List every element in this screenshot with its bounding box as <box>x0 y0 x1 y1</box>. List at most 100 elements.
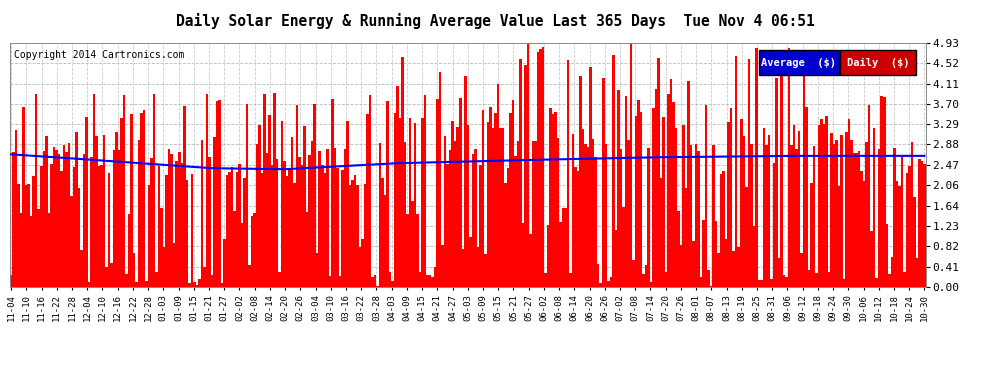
Bar <box>780 53 783 287</box>
Bar <box>348 185 351 287</box>
Bar <box>702 220 705 287</box>
Bar <box>414 123 417 287</box>
Bar <box>622 207 625 287</box>
Bar <box>389 272 391 287</box>
Bar <box>574 167 577 287</box>
Bar <box>464 76 466 287</box>
Bar <box>747 59 750 287</box>
Bar <box>223 239 226 287</box>
Bar <box>321 165 324 287</box>
Bar <box>718 253 720 287</box>
Bar <box>494 113 497 287</box>
Bar <box>466 125 469 287</box>
Bar <box>244 178 246 287</box>
Bar <box>785 277 788 287</box>
Bar <box>183 106 185 287</box>
Bar <box>13 152 15 287</box>
Bar <box>697 151 700 287</box>
Bar <box>150 158 152 287</box>
Bar <box>319 151 321 287</box>
Bar <box>48 213 50 287</box>
Bar <box>517 141 519 287</box>
Bar <box>818 125 821 287</box>
Bar <box>805 108 808 287</box>
Bar <box>632 260 635 287</box>
Bar <box>559 222 562 287</box>
Bar <box>351 180 353 287</box>
Bar <box>346 121 348 287</box>
Bar <box>273 93 276 287</box>
Bar <box>638 100 640 287</box>
Bar <box>733 251 735 287</box>
Bar <box>368 95 371 287</box>
Bar <box>427 275 429 287</box>
Bar <box>489 106 492 287</box>
Bar <box>65 152 67 287</box>
Bar <box>316 253 319 287</box>
Bar <box>283 161 286 287</box>
Bar <box>444 136 446 287</box>
Bar <box>760 280 762 287</box>
Bar <box>530 234 532 287</box>
Bar <box>293 183 296 287</box>
Bar <box>211 274 213 287</box>
Bar <box>921 161 923 287</box>
Bar <box>381 178 384 287</box>
Bar <box>406 214 409 287</box>
Bar <box>525 65 527 287</box>
Bar <box>873 128 875 287</box>
Bar <box>62 145 65 287</box>
Bar <box>841 135 842 287</box>
Bar <box>602 78 605 287</box>
Bar <box>662 117 664 287</box>
Bar <box>248 266 250 287</box>
Bar <box>198 279 201 287</box>
Bar <box>813 146 815 287</box>
Bar <box>268 115 271 287</box>
Bar <box>168 148 170 287</box>
Bar <box>680 245 682 287</box>
Bar <box>419 273 422 287</box>
Bar <box>644 265 647 287</box>
Bar <box>923 164 926 287</box>
Bar <box>216 101 218 287</box>
Text: Daily  ($): Daily ($) <box>846 58 909 68</box>
Bar <box>265 153 268 287</box>
Bar <box>481 110 484 287</box>
Bar <box>90 157 93 287</box>
Bar <box>790 145 793 287</box>
Bar <box>898 186 901 287</box>
Bar <box>880 96 883 287</box>
Bar <box>60 171 62 287</box>
Bar <box>752 226 755 287</box>
Bar <box>594 157 597 287</box>
Bar <box>55 150 57 287</box>
Bar <box>30 216 33 287</box>
Bar <box>136 282 138 287</box>
Bar <box>446 164 448 287</box>
Bar <box>893 148 896 287</box>
Bar <box>913 196 916 287</box>
Bar <box>808 270 810 287</box>
Bar <box>845 132 847 287</box>
Bar <box>85 117 88 287</box>
Bar <box>113 150 115 287</box>
Bar <box>838 186 841 287</box>
Bar <box>627 140 630 287</box>
Bar <box>777 258 780 287</box>
Bar <box>765 145 767 287</box>
Bar <box>587 147 589 287</box>
Bar <box>469 237 471 287</box>
Bar <box>263 94 265 287</box>
Bar <box>246 104 248 287</box>
Bar <box>705 105 708 287</box>
Bar <box>551 114 554 287</box>
Bar <box>901 157 903 287</box>
Bar <box>311 141 314 287</box>
Bar <box>108 173 110 287</box>
Bar <box>532 141 535 287</box>
Bar <box>376 286 379 287</box>
Bar <box>745 187 747 287</box>
Bar <box>451 122 454 287</box>
Bar <box>564 207 567 287</box>
